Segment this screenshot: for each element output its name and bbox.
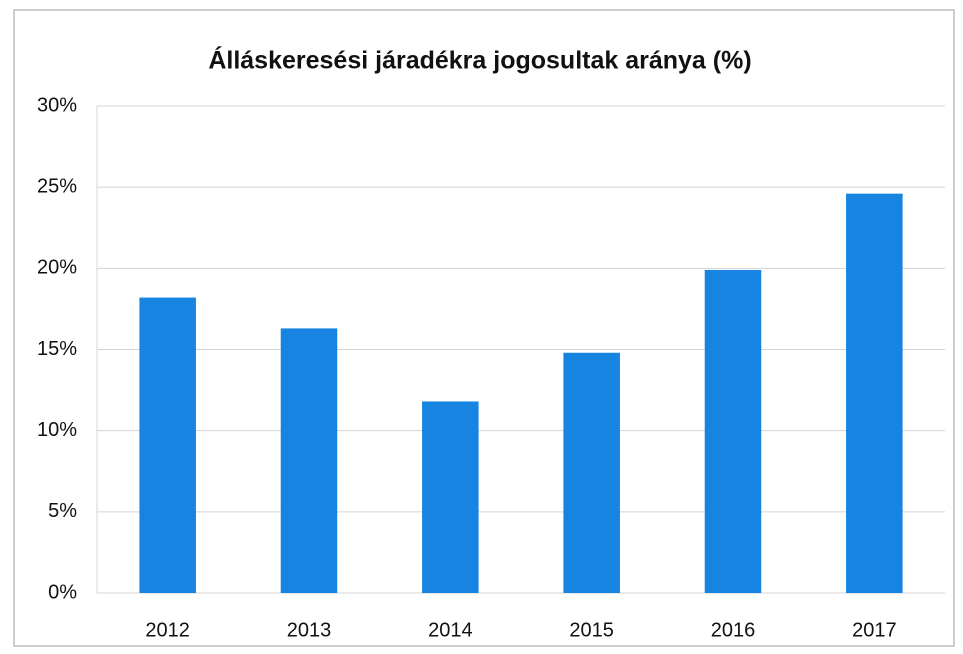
chart-title: Álláskeresési járadékra jogosultak arány… bbox=[208, 46, 751, 75]
bar bbox=[563, 352, 620, 593]
y-tick-label: 5% bbox=[48, 500, 77, 522]
x-tick-label: 2012 bbox=[145, 619, 190, 641]
bar bbox=[704, 269, 762, 593]
y-tick-label: 0% bbox=[48, 581, 77, 603]
x-tick-label: 2013 bbox=[287, 619, 332, 641]
bar bbox=[139, 297, 196, 593]
y-tick-label: 30% bbox=[37, 94, 77, 116]
y-tick-label: 20% bbox=[37, 257, 77, 279]
x-tick-label: 2017 bbox=[852, 619, 897, 641]
x-tick-label: 2014 bbox=[428, 619, 473, 641]
y-tick-label: 25% bbox=[37, 175, 77, 197]
x-tick-label: 2015 bbox=[569, 619, 614, 641]
x-tick-label: 2016 bbox=[711, 619, 756, 641]
y-tick-label: 15% bbox=[37, 338, 77, 360]
bar bbox=[846, 193, 903, 593]
bar bbox=[280, 328, 338, 593]
y-tick-label: 10% bbox=[37, 419, 77, 441]
bar bbox=[422, 401, 479, 593]
